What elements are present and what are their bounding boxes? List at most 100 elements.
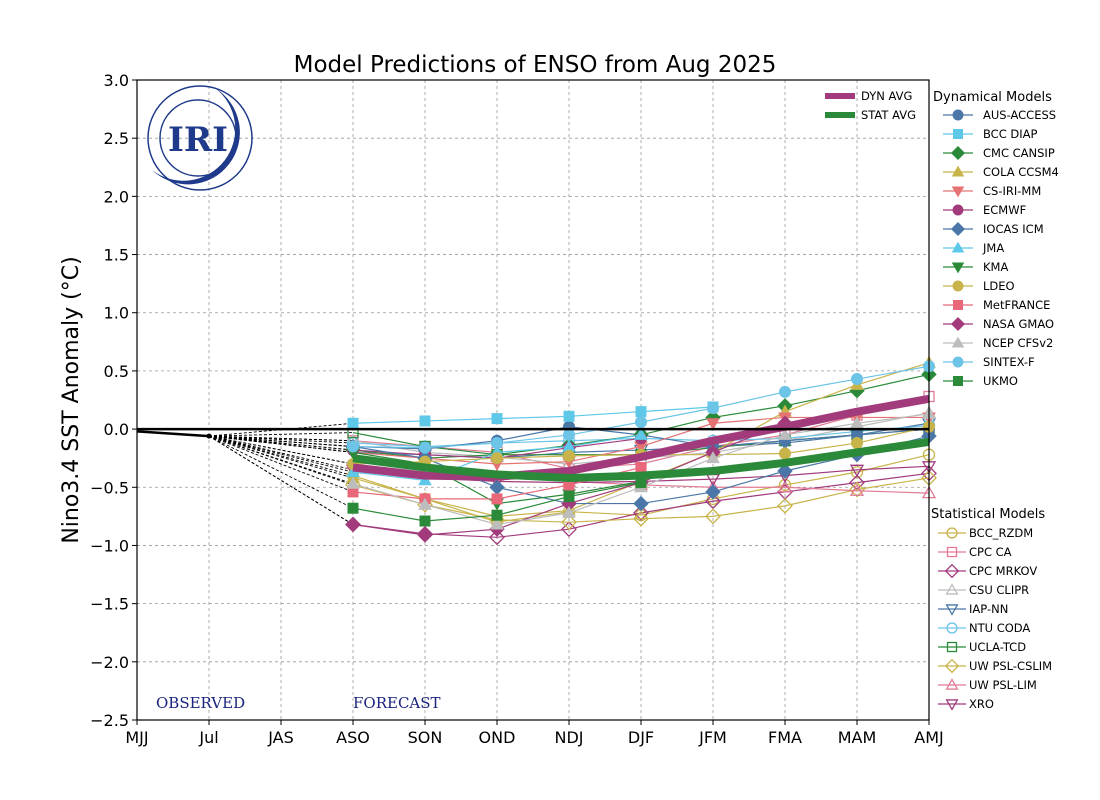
data-point bbox=[491, 413, 503, 425]
observed-line bbox=[136, 430, 210, 438]
x-tick-label: AMJ bbox=[914, 728, 943, 747]
data-point bbox=[635, 416, 647, 429]
y-tick-label: −2.0 bbox=[90, 653, 129, 672]
legend-label: STAT AVG bbox=[861, 108, 916, 122]
average-line-dyn-avg bbox=[352, 394, 930, 481]
series-bcc-diap bbox=[347, 401, 719, 429]
legend-item: IOCAS ICM bbox=[943, 221, 1044, 237]
y-tick-label: 0.5 bbox=[104, 362, 129, 381]
data-point bbox=[419, 515, 431, 527]
legend-label: ECMWF bbox=[983, 203, 1026, 217]
legend-marker bbox=[952, 280, 964, 292]
legend-label: NASA GMAO bbox=[983, 317, 1054, 331]
legend-label: JMA bbox=[982, 241, 1004, 255]
series-line bbox=[352, 406, 714, 424]
series-ukmo bbox=[347, 477, 647, 527]
legend-label: UW PSL-LIM bbox=[969, 678, 1037, 692]
legend-marker bbox=[951, 241, 965, 253]
x-tick-label: MAM bbox=[838, 728, 877, 747]
legend-label: UKMO bbox=[983, 374, 1018, 388]
model-legend: Dynamical Models AUS-ACCESS BCC DIAP CMC CA… bbox=[931, 90, 1059, 711]
forecast-connector bbox=[208, 435, 354, 465]
data-point bbox=[851, 373, 863, 386]
forecast-connector bbox=[208, 435, 354, 509]
data-point bbox=[418, 497, 432, 510]
legend-marker bbox=[951, 165, 965, 177]
legend-marker bbox=[945, 678, 959, 690]
data-point bbox=[491, 509, 503, 521]
legend-item: XRO bbox=[938, 697, 994, 711]
data-point bbox=[419, 441, 431, 454]
series-layer bbox=[136, 355, 937, 546]
data-point bbox=[777, 497, 793, 514]
legend-item: UCLA-TCD bbox=[938, 640, 1026, 654]
legend-label: UCLA-TCD bbox=[969, 640, 1026, 654]
legend-marker bbox=[946, 527, 958, 539]
data-point bbox=[347, 440, 359, 453]
y-tick-label: 1.5 bbox=[104, 246, 129, 265]
data-point bbox=[705, 493, 721, 510]
x-tick-label: ASO bbox=[336, 728, 370, 747]
legend-label: COLA CCSM4 bbox=[983, 165, 1059, 179]
data-point bbox=[850, 465, 864, 479]
data-point bbox=[491, 452, 503, 465]
logo-inner-ring bbox=[159, 99, 237, 177]
data-point bbox=[707, 402, 719, 415]
data-point bbox=[706, 451, 720, 464]
data-point bbox=[850, 416, 864, 429]
forecast-connector bbox=[208, 435, 354, 447]
legend-item: UW PSL-CSLIM bbox=[938, 658, 1052, 674]
legend-label: NCEP CFSv2 bbox=[983, 336, 1053, 350]
x-tick-label: JAS bbox=[267, 728, 294, 747]
legend-marker bbox=[951, 186, 965, 198]
iri-logo: IRI bbox=[147, 85, 253, 191]
axes: −2.5 −2.0 −1.5 −1.0 −0.5 0.0 0.5 1.0 1.5 2.0 2.5 3.… bbox=[90, 71, 944, 747]
legend-marker bbox=[953, 300, 963, 310]
data-point bbox=[562, 505, 576, 518]
series-line bbox=[352, 454, 930, 523]
forecast-connector bbox=[208, 435, 354, 453]
data-point bbox=[561, 521, 577, 538]
data-point bbox=[706, 418, 720, 431]
data-point bbox=[563, 428, 575, 441]
forecast-connector bbox=[208, 432, 354, 437]
legend-item: CMC CANSIP bbox=[943, 145, 1055, 161]
data-point bbox=[849, 481, 865, 498]
legend-label: NTU CODA bbox=[969, 621, 1030, 635]
data-point bbox=[633, 510, 649, 527]
data-point bbox=[419, 415, 431, 427]
y-tick-label: −0.5 bbox=[90, 478, 129, 497]
data-point bbox=[779, 385, 791, 398]
data-point bbox=[635, 406, 647, 418]
data-point bbox=[417, 527, 433, 543]
data-point bbox=[346, 476, 360, 489]
legend-item: NASA GMAO bbox=[943, 316, 1054, 332]
average-line-stat-avg bbox=[352, 437, 930, 482]
legend-item: MetFRANCE bbox=[943, 298, 1050, 312]
legend-item: SINTEX-F bbox=[943, 355, 1035, 369]
data-point bbox=[563, 491, 575, 503]
data-point bbox=[705, 473, 721, 487]
legend-item: NTU CODA bbox=[938, 621, 1030, 635]
data-point bbox=[347, 502, 359, 514]
x-tick-label: Jul bbox=[198, 728, 218, 747]
y-tick-label: −1.5 bbox=[90, 595, 129, 614]
legend-label: KMA bbox=[983, 260, 1008, 274]
y-tick-label: 1.0 bbox=[104, 304, 129, 323]
legend-label: BCC DIAP bbox=[983, 127, 1038, 141]
legend-marker bbox=[944, 658, 960, 674]
data-point bbox=[345, 516, 361, 533]
legend-marker bbox=[953, 376, 963, 386]
legend-label: CPC MRKOV bbox=[969, 564, 1037, 578]
legend-label: SINTEX-F bbox=[983, 355, 1035, 369]
x-tick-label: MJJ bbox=[125, 728, 148, 747]
data-point bbox=[633, 495, 649, 512]
data-point bbox=[705, 508, 721, 525]
y-tick-label: −1.0 bbox=[90, 536, 129, 555]
legend-label: BCC_RZDM bbox=[969, 526, 1033, 540]
legend-statistical-title: Statistical Models bbox=[931, 507, 1045, 522]
x-tick-label: DJF bbox=[628, 728, 654, 747]
legend-marker bbox=[944, 563, 960, 579]
legend-marker bbox=[952, 204, 964, 216]
data-point bbox=[777, 463, 793, 479]
